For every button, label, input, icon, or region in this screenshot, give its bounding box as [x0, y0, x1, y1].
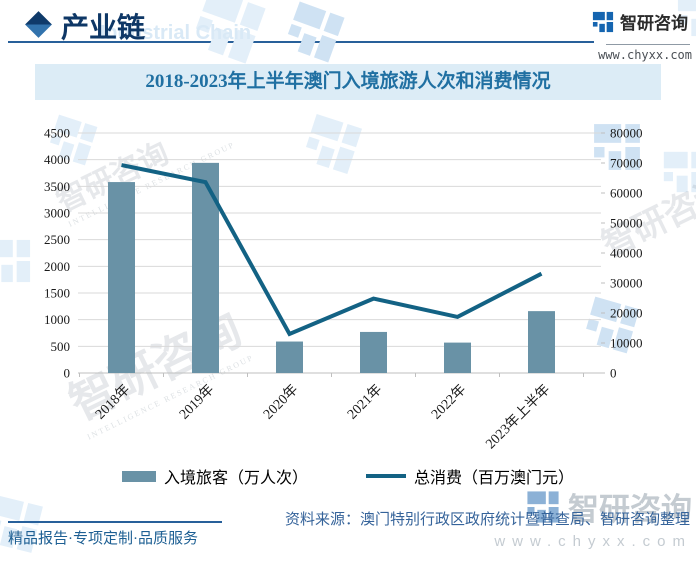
left-axis-tick-label: 1000: [44, 312, 70, 327]
brand-name: 智研咨询: [620, 14, 688, 33]
bar-2022年: [444, 342, 471, 373]
bar-2021年: [360, 331, 387, 373]
right-axis-tick-label: 50000: [610, 216, 643, 231]
brand-block: 智研咨询: [592, 9, 688, 34]
right-axis-tick-label: 70000: [610, 156, 643, 171]
footer-tagline: 精品报告·专项定制·品质服务: [8, 531, 198, 547]
x-category-label: 2020年: [260, 382, 301, 423]
chart-title: 2018-2023年上半年澳门入境旅游人次和消费情况: [35, 64, 661, 100]
legend-item-line: 总消费（百万澳门元）: [366, 464, 574, 488]
left-axis-tick-label: 2500: [44, 232, 70, 247]
diamond-bullet-icon: [25, 11, 52, 38]
watermark-logo-icon: [281, 0, 348, 65]
bar-2023年上半年: [528, 311, 555, 373]
watermark-logo-icon: [187, 0, 269, 67]
bar-2019年: [192, 162, 219, 373]
x-category-label: 2018年: [92, 382, 133, 423]
bar-2020年: [276, 341, 303, 373]
brand-url: www.chyxx.com: [598, 48, 692, 62]
left-axis-tick-label: 500: [51, 339, 71, 354]
x-category-label: 2021年: [344, 382, 385, 423]
brand-logo-icon: [592, 11, 614, 33]
right-axis-tick-label: 20000: [610, 306, 643, 321]
left-axis-tick-label: 1500: [44, 286, 70, 301]
right-axis-tick-label: 40000: [610, 246, 643, 261]
x-category-label: 2019年: [176, 382, 217, 423]
brand-divider: [606, 44, 690, 45]
right-axis-tick-label: 10000: [610, 336, 643, 351]
x-category-label: 2022年: [428, 382, 469, 423]
legend-label: 入境旅客（万人次）: [163, 470, 308, 487]
left-axis-tick-label: 4000: [44, 152, 70, 167]
legend-item-bar: 入境旅客（万人次）: [121, 464, 308, 488]
footer-divider: [8, 521, 222, 523]
chart-legend: 入境旅客（万人次） 总消费（百万澳门元）: [0, 464, 696, 488]
right-axis-tick-label: 0: [610, 366, 617, 381]
bar-2018年: [108, 182, 135, 373]
right-axis-tick-label: 80000: [610, 126, 643, 141]
bar-swatch-icon: [121, 470, 156, 482]
right-axis-tick-label: 60000: [610, 186, 643, 201]
left-axis-tick-label: 0: [64, 366, 71, 381]
line-series: [121, 163, 543, 337]
data-source-note: 资料来源：澳门特别行政区政府统计暨普查局、智研咨询整理: [284, 512, 690, 528]
line-swatch-icon: [366, 474, 406, 478]
watermark-url-text: www.chyxx.com: [494, 533, 692, 550]
section-title: 产业链: [61, 13, 146, 44]
left-axis-tick-label: 3000: [44, 206, 70, 221]
left-axis-tick-label: 4500: [44, 126, 70, 141]
right-axis-tick-label: 30000: [610, 276, 643, 291]
chart-canvas: 0 500 1000 1500 2000 2500 3000 3500 4000 4500 0 100…: [44, 126, 643, 453]
x-category-label: 2023年上半年: [483, 382, 554, 453]
legend-label: 总消费（百万澳门元）: [414, 470, 575, 487]
left-axis-tick-label: 2000: [44, 259, 70, 274]
left-axis-tick-label: 3500: [44, 179, 70, 194]
